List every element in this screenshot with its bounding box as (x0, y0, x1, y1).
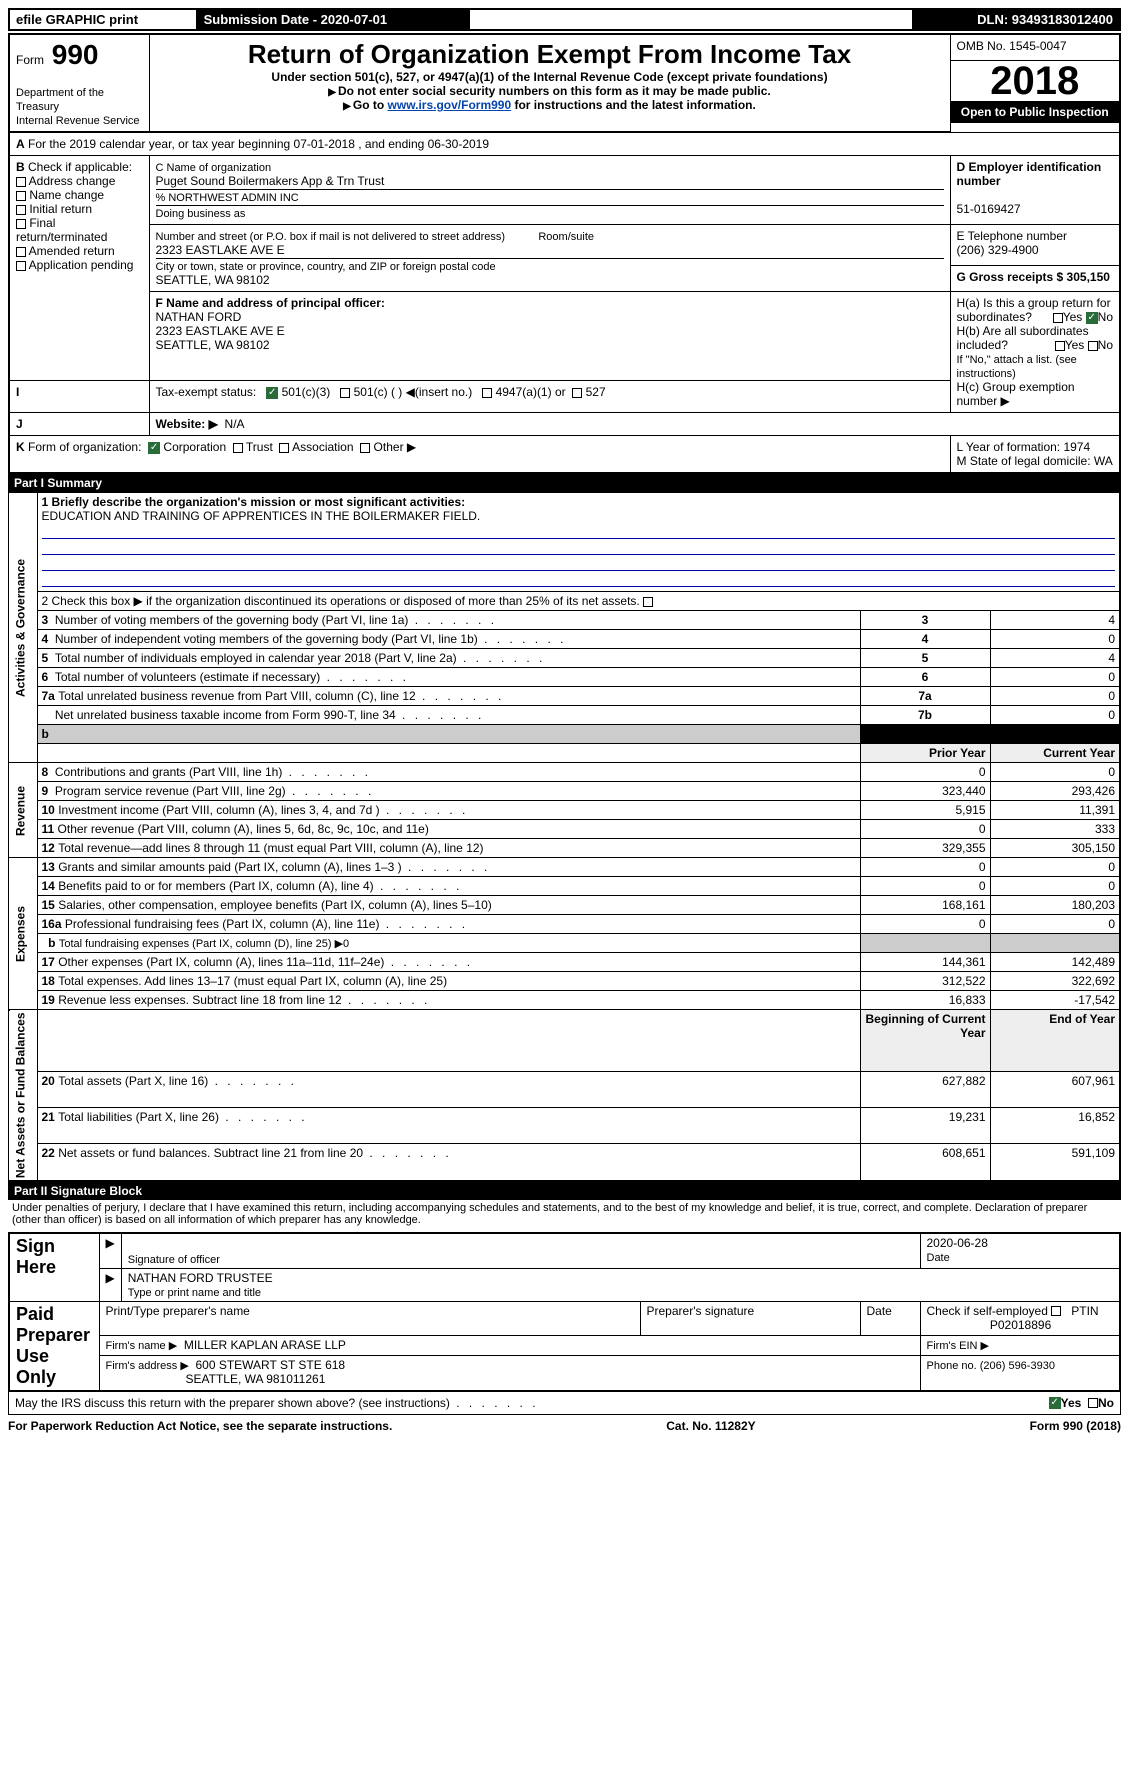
section-g-receipts: G Gross receipts $ 305,150 (950, 266, 1120, 292)
form-title: Return of Organization Exempt From Incom… (156, 39, 944, 70)
ptin-value: P02018896 (990, 1318, 1051, 1332)
preparer-date-label: Date (867, 1304, 892, 1318)
sig-date: 2020-06-28 (927, 1236, 988, 1250)
col-begin-year: Beginning of Current Year (866, 1012, 986, 1040)
exp-row: 15 Salaries, other compensation, employe… (9, 896, 1120, 915)
officer-name-label: Type or print name and title (128, 1287, 261, 1299)
na-row: 21 Total liabilities (Part X, line 26)19… (9, 1108, 1120, 1144)
section-d-ein: D Employer identification number 51-0169… (950, 156, 1120, 225)
section-c-name: C Name of organization Puget Sound Boile… (149, 156, 950, 225)
col-prior-year: Prior Year (929, 746, 985, 760)
sign-here-label: Sign Here (9, 1233, 99, 1302)
na-row: 20 Total assets (Part X, line 16)627,882… (9, 1072, 1120, 1108)
part2-header: Part II Signature Block (8, 1182, 1121, 1200)
section-c-address: Number and street (or P.O. box if mail i… (149, 225, 950, 292)
q2-checkbox-line: 2 Check this box ▶ if the organization d… (37, 592, 1120, 611)
subtitle-2: Do not enter social security numbers on … (338, 84, 771, 98)
sig-date-label: Date (927, 1252, 950, 1264)
exp-row: 14 Benefits paid to or for members (Part… (9, 877, 1120, 896)
section-j-label: J (9, 413, 149, 436)
side-revenue: Revenue (9, 763, 37, 858)
q1-label: 1 Briefly describe the organization's mi… (42, 495, 466, 509)
exp-row: b Total fundraising expenses (Part IX, c… (9, 934, 1120, 953)
side-expenses: Expenses (9, 858, 37, 1010)
side-net-assets: Net Assets or Fund Balances (9, 1010, 37, 1181)
instructions-link[interactable]: www.irs.gov/Form990 (388, 98, 512, 112)
firm-addr-label: Firm's address ▶ (106, 1360, 189, 1372)
omb-number: OMB No. 1545-0047 (950, 34, 1120, 61)
exp-row: 19 Revenue less expenses. Subtract line … (9, 991, 1120, 1010)
gov-row: 3 Number of voting members of the govern… (9, 611, 1120, 630)
tax-year: 2018 (951, 61, 1120, 101)
efile-label[interactable]: efile GRAPHIC print (9, 9, 197, 30)
top-bar: efile GRAPHIC print Submission Date - 20… (8, 8, 1121, 31)
paid-preparer-label: Paid Preparer Use Only (9, 1301, 99, 1391)
exp-row: 17 Other expenses (Part IX, column (A), … (9, 953, 1120, 972)
dept-treasury: Department of the Treasury Internal Reve… (16, 87, 140, 127)
rev-row: 9 Program service revenue (Part VIII, li… (9, 782, 1120, 801)
section-f-officer: F Name and address of principal officer:… (149, 292, 950, 381)
line-a-period: A For the 2019 calendar year, or tax yea… (9, 132, 1120, 156)
firm-name-label: Firm's name ▶ (106, 1340, 178, 1352)
section-b: B Check if applicable: Address change Na… (9, 156, 149, 381)
signature-block: Sign Here ▶ Signature of officer 2020-06… (8, 1232, 1121, 1392)
pra-notice: For Paperwork Reduction Act Notice, see … (8, 1419, 392, 1433)
col-end-year: End of Year (1049, 1012, 1115, 1026)
irs-yes-checkbox[interactable]: ✓ (1049, 1397, 1061, 1409)
firm-address: 600 STEWART ST STE 618 (195, 1358, 345, 1372)
ptin-label: PTIN (1071, 1304, 1098, 1318)
gov-row: 6 Total number of volunteers (estimate i… (9, 668, 1120, 687)
part1-table: Activities & Governance 1 Briefly descri… (8, 492, 1121, 1182)
na-row: 22 Net assets or fund balances. Subtract… (9, 1144, 1120, 1181)
section-e-phone: E Telephone number (206) 329-4900 (950, 225, 1120, 266)
gov-row: Net unrelated business taxable income fr… (9, 706, 1120, 725)
section-l-m: L Year of formation: 1974 M State of leg… (950, 436, 1120, 474)
tax-exempt-status: Tax-exempt status: ✓ 501(c)(3) 501(c) ( … (149, 381, 950, 413)
preparer-name-label: Print/Type preparer's name (106, 1304, 250, 1318)
form-footer: Form 990 (2018) (1030, 1419, 1121, 1433)
perjury-declaration: Under penalties of perjury, I declare th… (8, 1200, 1121, 1228)
q1-mission: EDUCATION AND TRAINING OF APPRENTICES IN… (42, 509, 481, 523)
submission-date: Submission Date - 2020-07-01 (197, 9, 469, 30)
gov-row: 5 Total number of individuals employed i… (9, 649, 1120, 668)
part1-header: Part I Summary (8, 474, 1121, 492)
dln: DLN: 93493183012400 (913, 9, 1120, 30)
officer-name: NATHAN FORD TRUSTEE (128, 1271, 273, 1285)
self-employed-check[interactable]: Check if self-employed (927, 1304, 1048, 1318)
irs-discuss-line: May the IRS discuss this return with the… (8, 1392, 1121, 1415)
gov-row: 7a Total unrelated business revenue from… (9, 687, 1120, 706)
form-number: 990 (52, 39, 99, 70)
exp-row: 18 Total expenses. Add lines 13–17 (must… (9, 972, 1120, 991)
form-prefix: Form (16, 53, 44, 67)
rev-row: 12 Total revenue—add lines 8 through 11 … (9, 839, 1120, 858)
cat-number: Cat. No. 11282Y (666, 1419, 755, 1433)
gov-row: 4 Number of independent voting members o… (9, 630, 1120, 649)
firm-phone: Phone no. (206) 596-3930 (927, 1360, 1055, 1372)
section-j-website: Website: ▶ N/A (149, 413, 1120, 436)
col-current-year: Current Year (1043, 746, 1115, 760)
preparer-sig-label: Preparer's signature (647, 1304, 755, 1318)
side-governance: Activities & Governance (9, 493, 37, 763)
firm-ein-label: Firm's EIN ▶ (927, 1340, 990, 1352)
rev-row: 10 Investment income (Part VIII, column … (9, 801, 1120, 820)
subtitle-1: Under section 501(c), 527, or 4947(a)(1)… (156, 70, 944, 84)
section-i-status: I (9, 381, 149, 413)
firm-city: SEATTLE, WA 981011261 (186, 1372, 326, 1386)
firm-name: MILLER KAPLAN ARASE LLP (184, 1338, 346, 1352)
open-to-public: Open to Public Inspection (951, 101, 1120, 123)
exp-row: 16a Professional fundraising fees (Part … (9, 915, 1120, 934)
section-h: H(a) Is this a group return for subordin… (950, 292, 1120, 413)
irs-no-checkbox[interactable] (1088, 1398, 1098, 1408)
form-header: Form 990 Department of the Treasury Inte… (8, 33, 1121, 474)
sig-officer-label: Signature of officer (128, 1254, 220, 1266)
section-k-form-org: K Form of organization: ✓ Corporation Tr… (9, 436, 950, 474)
rev-row: 11 Other revenue (Part VIII, column (A),… (9, 820, 1120, 839)
